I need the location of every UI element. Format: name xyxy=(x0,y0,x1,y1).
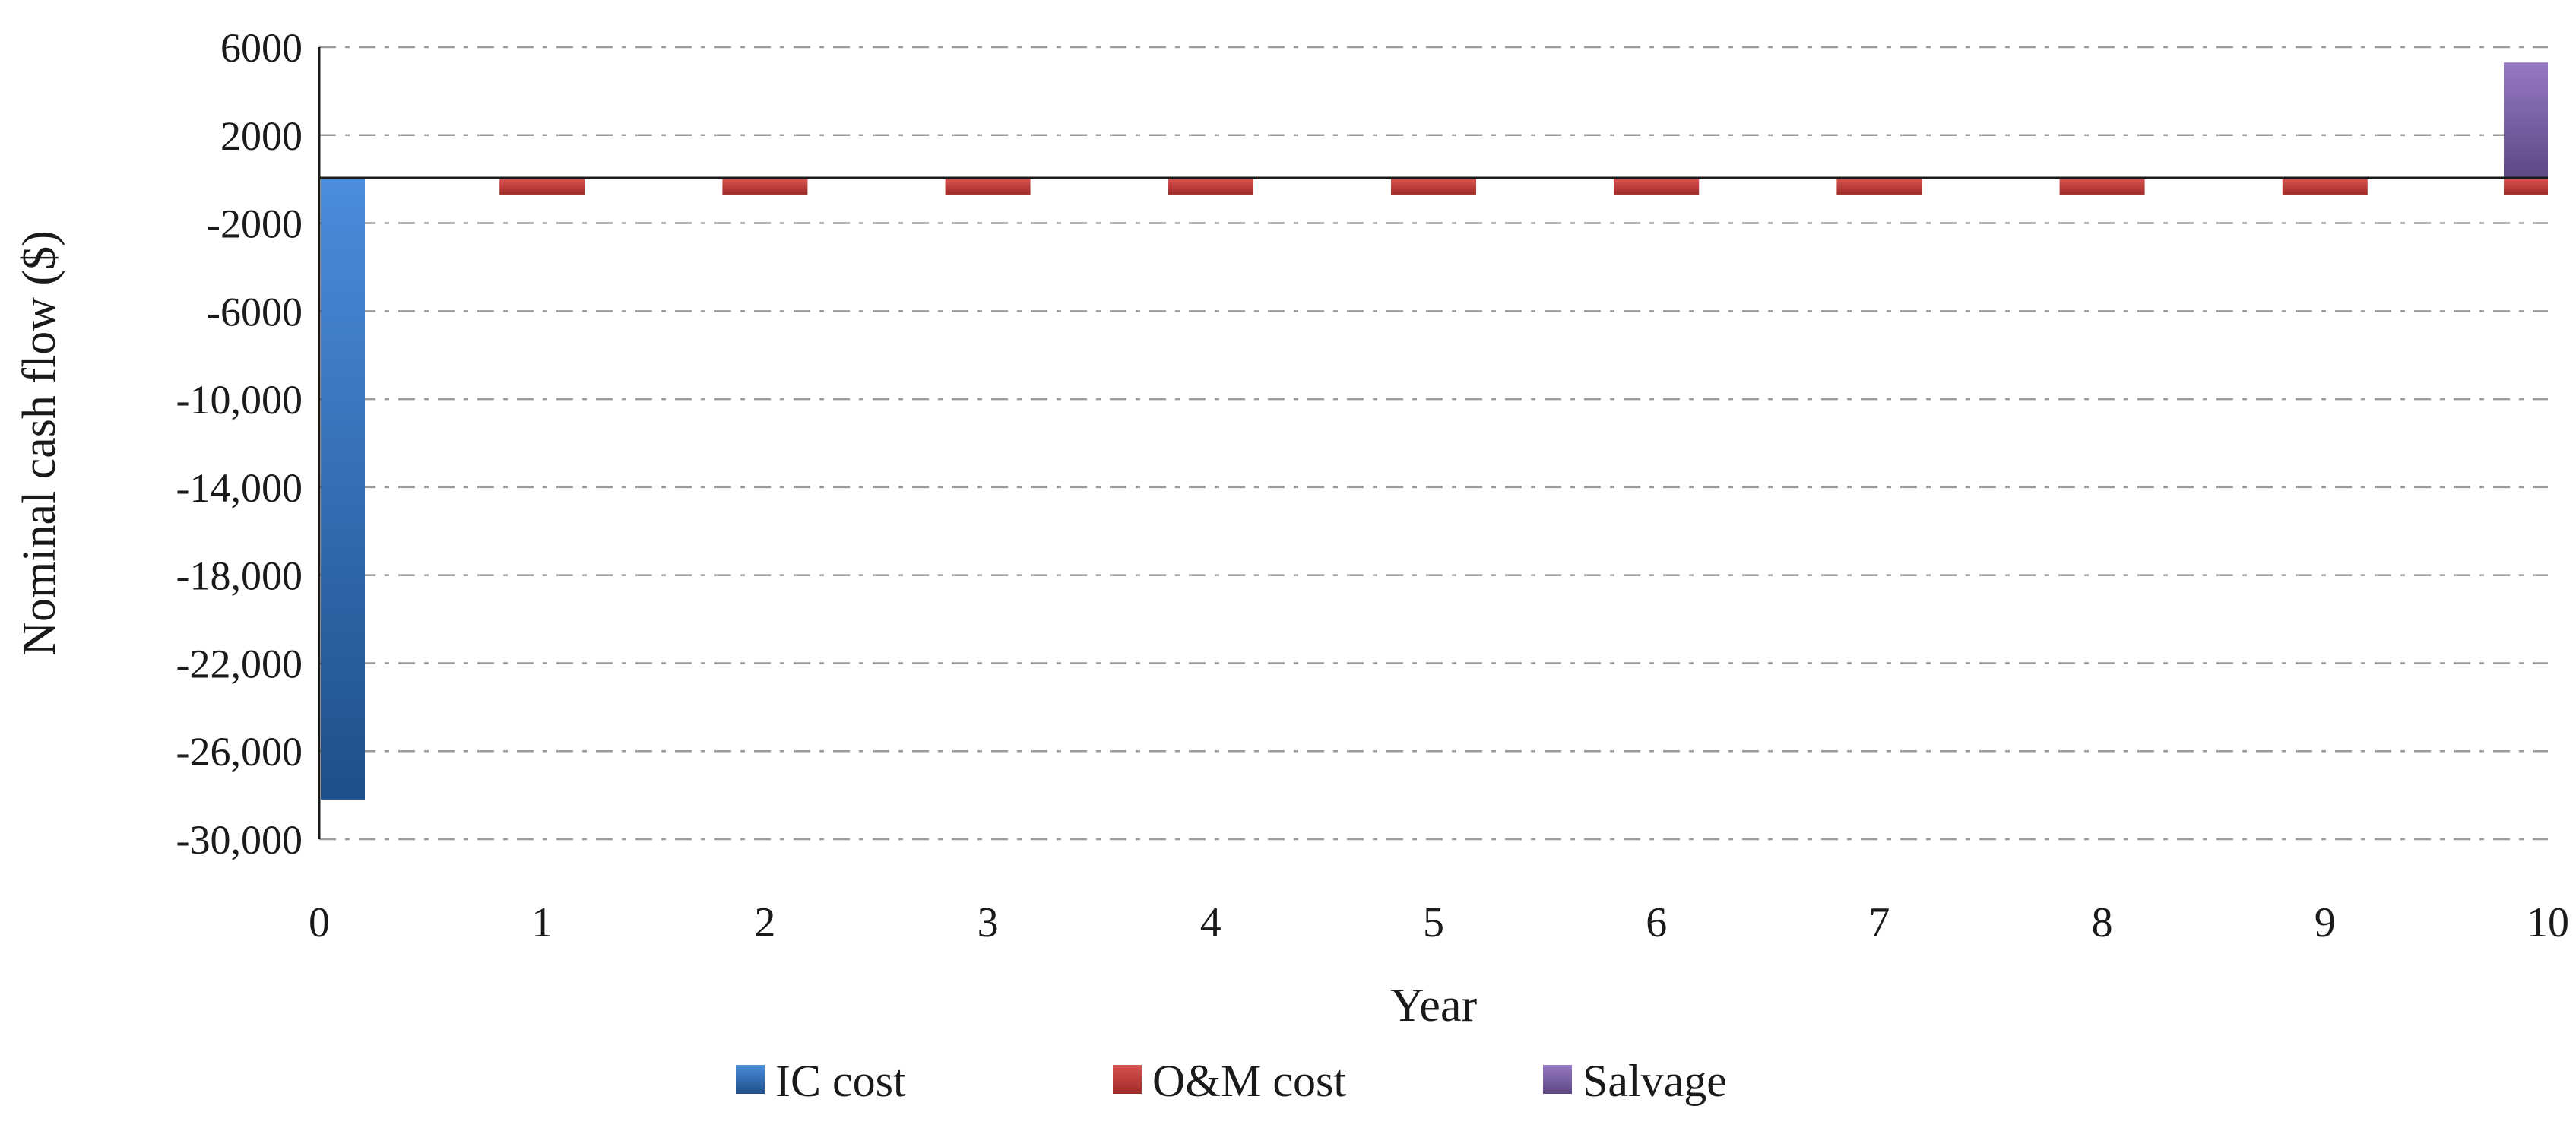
legend-label-o-m-cost: O&M cost xyxy=(1152,1056,1346,1106)
legend-swatch-ic-cost xyxy=(736,1065,765,1094)
o-m-cost-bar xyxy=(945,179,1031,195)
legend-label-ic-cost: IC cost xyxy=(775,1056,906,1106)
o-m-cost-bar xyxy=(499,179,585,195)
x-tick-label: 8 xyxy=(2092,899,2113,946)
y-axis-title: Nominal cash flow ($) xyxy=(14,230,65,656)
x-tick-label: 9 xyxy=(2315,899,2336,946)
x-tick-label: 5 xyxy=(1423,899,1444,946)
legend-swatch-o-m-cost xyxy=(1113,1065,1142,1094)
o-m-cost-bar xyxy=(1168,179,1253,195)
x-tick-label: 7 xyxy=(1868,899,1890,946)
gridlines xyxy=(319,46,2548,841)
y-tick-label: -10,000 xyxy=(176,377,303,423)
o-m-cost-bar xyxy=(2504,179,2548,195)
o-m-cost-bar xyxy=(2282,179,2368,195)
x-tick-label: 1 xyxy=(531,899,553,946)
legend-swatch-salvage xyxy=(1543,1065,1572,1094)
o-m-cost-bar xyxy=(1836,179,1922,195)
y-tick-label: -6000 xyxy=(207,289,303,334)
y-tick-label: 6000 xyxy=(220,25,303,71)
y-tick-label: -2000 xyxy=(207,201,303,247)
x-axis-title: Year xyxy=(1390,980,1478,1031)
y-tick-label: -18,000 xyxy=(176,553,303,599)
y-tick-label: -30,000 xyxy=(176,817,303,863)
salvage-bar xyxy=(2504,62,2548,179)
y-tick-label: 2000 xyxy=(220,113,303,159)
o-m-cost-bar xyxy=(2059,179,2145,195)
x-tick-label: 0 xyxy=(309,899,330,946)
o-m-cost-bar xyxy=(1614,179,1700,195)
x-tick-labels: 0 1 2 3 4 5 6 7 8 9 10 xyxy=(309,899,2569,946)
y-tick-label: -14,000 xyxy=(176,465,303,511)
o-m-cost-bar xyxy=(722,179,808,195)
x-tick-label: 2 xyxy=(754,899,775,946)
x-tick-label: 6 xyxy=(1646,899,1667,946)
y-tick-label: -22,000 xyxy=(176,641,303,686)
x-tick-label: 4 xyxy=(1200,899,1221,946)
bars xyxy=(321,62,2548,800)
ic-cost-bar xyxy=(321,179,365,800)
x-tick-label: 10 xyxy=(2527,899,2569,946)
legend: IC cost O&M cost Salvage xyxy=(736,1056,1727,1106)
x-tick-label: 3 xyxy=(977,899,999,946)
y-tick-label: -26,000 xyxy=(176,729,303,775)
o-m-cost-bar xyxy=(1391,179,1476,195)
legend-label-salvage: Salvage xyxy=(1583,1056,1727,1106)
y-tick-labels: 6000 2000 -2000 -6000 -10,000 -14,000 -18,000 -… xyxy=(176,25,303,863)
